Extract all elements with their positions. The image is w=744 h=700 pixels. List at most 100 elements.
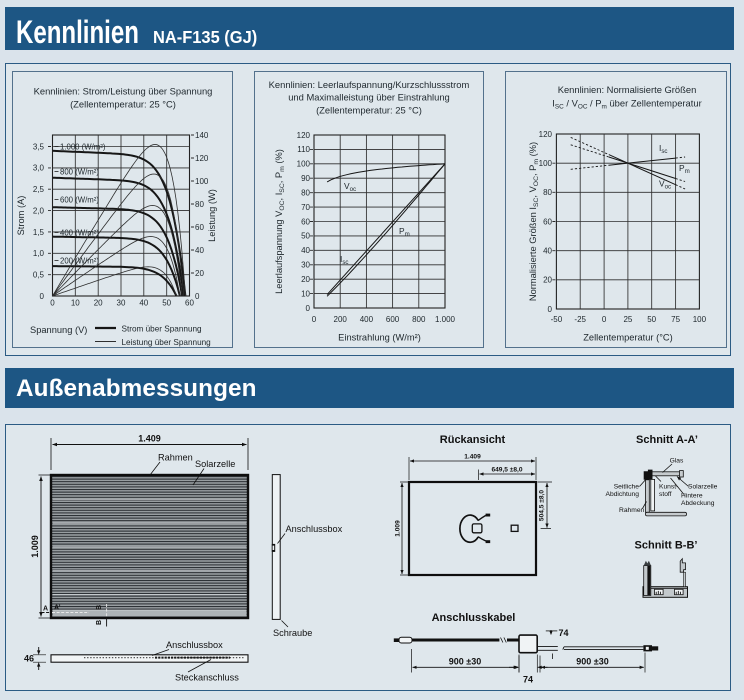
- svg-text:40: 40: [301, 246, 310, 255]
- svg-text:120: 120: [195, 154, 209, 163]
- svg-text:Abdichtung: Abdichtung: [606, 491, 640, 498]
- svg-text:50: 50: [162, 299, 171, 308]
- svg-text:Rahmen: Rahmen: [158, 453, 193, 463]
- svg-text:ISC / VOC / Pm über Zellentemp: ISC / VOC / Pm über Zellentemperatur: [552, 98, 701, 111]
- svg-text:504,5 ±8,0: 504,5 ±8,0: [539, 490, 546, 521]
- svg-text:80: 80: [301, 189, 310, 198]
- svg-text:1.009: 1.009: [395, 520, 402, 537]
- svg-text:50: 50: [301, 232, 310, 241]
- svg-text:1.000 (W/m²): 1.000 (W/m²): [60, 142, 106, 151]
- svg-text:0: 0: [312, 315, 317, 324]
- svg-text:60: 60: [543, 217, 552, 226]
- svg-text:600: 600: [386, 315, 400, 324]
- svg-text:A: A: [43, 606, 48, 613]
- svg-text:Anschlussbox: Anschlussbox: [166, 640, 223, 650]
- svg-text:0: 0: [306, 304, 311, 313]
- svg-text:60: 60: [185, 299, 194, 308]
- svg-text:Spannung (V): Spannung (V): [30, 325, 87, 335]
- svg-text:Strom über Spannung: Strom über Spannung: [122, 325, 203, 334]
- svg-text:Abdeckung: Abdeckung: [681, 500, 715, 507]
- svg-text:140: 140: [195, 131, 209, 140]
- svg-text:74: 74: [559, 628, 569, 638]
- svg-text:800: 800: [412, 315, 426, 324]
- svg-text:Voc: Voc: [344, 181, 356, 193]
- svg-text:Isc: Isc: [340, 254, 349, 266]
- svg-text:Kennlinien: Leerlaufspannung/K: Kennlinien: Leerlaufspannung/Kurzschluss…: [269, 79, 470, 90]
- svg-text:900 ±30: 900 ±30: [449, 656, 481, 666]
- svg-text:649,5 ±8,0: 649,5 ±8,0: [491, 467, 522, 474]
- svg-text:200 (W/m²): 200 (W/m²): [60, 256, 99, 265]
- svg-text:0: 0: [548, 305, 553, 314]
- svg-text:40: 40: [195, 246, 204, 255]
- svg-text:Leistung (W): Leistung (W): [207, 189, 217, 242]
- svg-text:120: 120: [297, 131, 311, 140]
- svg-text:25: 25: [623, 315, 632, 324]
- svg-text:2,5: 2,5: [33, 185, 45, 194]
- svg-text:Strom (A): Strom (A): [16, 196, 26, 236]
- svg-text:A’: A’: [54, 605, 61, 612]
- svg-text:400: 400: [360, 315, 374, 324]
- svg-text:200: 200: [334, 315, 348, 324]
- svg-text:2,0: 2,0: [33, 206, 45, 215]
- svg-text:110: 110: [297, 145, 310, 154]
- svg-text:Steckanschluss: Steckanschluss: [175, 673, 239, 683]
- svg-text:90: 90: [301, 174, 310, 183]
- svg-text:1.409: 1.409: [138, 434, 161, 444]
- svg-text:Seitliche: Seitliche: [614, 484, 640, 491]
- svg-text:0: 0: [602, 315, 607, 324]
- svg-text:100: 100: [195, 177, 209, 186]
- svg-text:Rahmen: Rahmen: [619, 507, 645, 514]
- svg-text:Isc: Isc: [659, 143, 668, 155]
- svg-text:1.409: 1.409: [464, 454, 481, 461]
- svg-text:80: 80: [543, 188, 552, 197]
- svg-text:100: 100: [297, 160, 311, 169]
- svg-text:40: 40: [139, 299, 148, 308]
- svg-text:Solarzelle: Solarzelle: [195, 459, 235, 469]
- svg-text:1,5: 1,5: [33, 228, 45, 237]
- svg-text:1,0: 1,0: [33, 249, 45, 258]
- svg-text:Schraube: Schraube: [273, 628, 312, 638]
- svg-text:Kunst-: Kunst-: [659, 484, 678, 491]
- svg-text:70: 70: [301, 203, 310, 212]
- svg-text:100: 100: [693, 315, 707, 324]
- svg-text:Hintere: Hintere: [681, 493, 703, 500]
- svg-text:10: 10: [301, 289, 310, 298]
- svg-text:20: 20: [301, 275, 310, 284]
- svg-text:Kennlinien: Strom/Leistung übe: Kennlinien: Strom/Leistung über Spannung: [34, 86, 213, 97]
- svg-text:3,5: 3,5: [33, 142, 45, 151]
- svg-text:30: 30: [117, 299, 126, 308]
- svg-text:600 (W/m²): 600 (W/m²): [60, 195, 99, 204]
- svg-text:Kennlinien: Normalisierte Größ: Kennlinien: Normalisierte Größen: [558, 84, 697, 95]
- svg-text:3,0: 3,0: [33, 164, 45, 173]
- svg-text:40: 40: [543, 247, 552, 256]
- svg-text:B: B: [96, 605, 103, 610]
- svg-text:Anschlusskabel: Anschlusskabel: [432, 612, 516, 624]
- svg-text:-25: -25: [574, 315, 586, 324]
- svg-text:60: 60: [301, 217, 310, 226]
- svg-text:46: 46: [24, 654, 34, 664]
- svg-text:60: 60: [195, 223, 204, 232]
- svg-text:Pm: Pm: [399, 226, 410, 238]
- svg-text:30: 30: [301, 261, 310, 270]
- svg-text:Schnitt B-B’: Schnitt B-B’: [635, 540, 698, 552]
- svg-text:0: 0: [50, 299, 55, 308]
- svg-text:1.009: 1.009: [30, 535, 40, 558]
- svg-text:und Maximalleistung über Einst: und Maximalleistung über Einstrahlung: [288, 92, 450, 103]
- svg-text:Solarzelle: Solarzelle: [688, 484, 718, 491]
- svg-text:Anschlussbox: Anschlussbox: [286, 524, 343, 534]
- svg-text:-50: -50: [551, 315, 563, 324]
- svg-text:1.000: 1.000: [435, 315, 456, 324]
- svg-text:(Zellentemperatur: 25 °C): (Zellentemperatur: 25 °C): [316, 105, 422, 116]
- svg-text:Zellentemperatur (°C): Zellentemperatur (°C): [583, 333, 672, 343]
- svg-text:Leerlaufspannung VOC, ISC, Pm: Leerlaufspannung VOC, ISC, Pm (%): [274, 149, 286, 294]
- svg-text:0: 0: [195, 292, 200, 301]
- svg-text:0: 0: [40, 292, 45, 301]
- svg-text:Schnitt A-A’: Schnitt A-A’: [636, 434, 698, 446]
- svg-text:900 ±30: 900 ±30: [576, 656, 608, 666]
- svg-text:Rückansicht: Rückansicht: [440, 434, 506, 446]
- svg-text:0,5: 0,5: [33, 271, 45, 280]
- svg-text:(Zellentemperatur: 25 °C): (Zellentemperatur: 25 °C): [70, 99, 176, 110]
- svg-text:stoff: stoff: [659, 491, 672, 498]
- svg-text:80: 80: [195, 200, 204, 209]
- svg-text:50: 50: [647, 315, 656, 324]
